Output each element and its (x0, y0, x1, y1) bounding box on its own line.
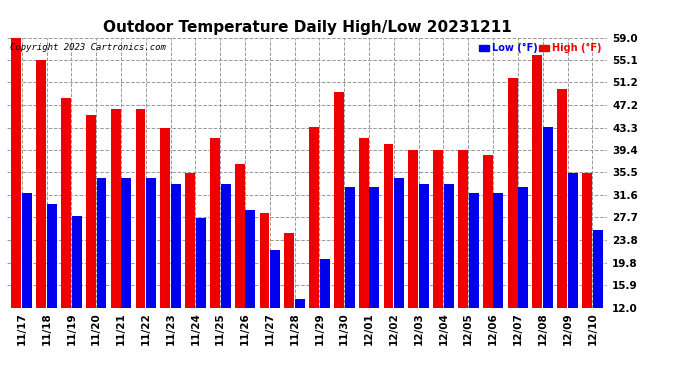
Bar (135, 109, 146, 307)
Bar (444, 184, 454, 308)
Bar (582, 172, 592, 308)
Bar (235, 164, 245, 308)
Bar (121, 178, 131, 308)
Bar (185, 172, 195, 308)
Bar (37, 60, 46, 308)
Bar (508, 78, 518, 308)
Title: Outdoor Temperature Daily High/Low 20231211: Outdoor Temperature Daily High/Low 20231… (103, 20, 511, 35)
Bar (533, 55, 542, 308)
Bar (568, 172, 578, 308)
Text: Copyright 2023 Cartronics.com: Copyright 2023 Cartronics.com (10, 43, 166, 52)
Bar (309, 126, 319, 308)
Bar (61, 98, 71, 308)
Bar (72, 216, 81, 308)
Bar (419, 184, 429, 308)
Bar (369, 187, 380, 308)
Bar (47, 204, 57, 308)
Bar (110, 109, 121, 307)
Bar (384, 144, 393, 308)
Bar (543, 126, 553, 308)
Bar (97, 178, 106, 308)
Bar (518, 187, 528, 308)
Bar (160, 128, 170, 308)
Bar (86, 115, 96, 308)
Bar (270, 250, 280, 307)
Bar (493, 193, 504, 308)
Bar (408, 150, 418, 308)
Bar (246, 210, 255, 308)
Legend: Low (°F), High (°F): Low (°F), High (°F) (478, 42, 602, 54)
Bar (469, 193, 479, 308)
Bar (146, 178, 156, 308)
Bar (593, 230, 602, 308)
Bar (458, 150, 468, 308)
Bar (394, 178, 404, 308)
Bar (558, 89, 567, 308)
Bar (284, 233, 294, 308)
Bar (334, 92, 344, 308)
Bar (221, 184, 230, 308)
Bar (259, 213, 270, 308)
Bar (344, 187, 355, 308)
Bar (22, 193, 32, 308)
Bar (483, 155, 493, 308)
Bar (295, 299, 305, 307)
Bar (210, 138, 220, 308)
Bar (196, 219, 206, 308)
Bar (433, 150, 443, 308)
Bar (320, 259, 330, 308)
Bar (359, 138, 368, 308)
Bar (171, 184, 181, 308)
Bar (12, 38, 21, 308)
